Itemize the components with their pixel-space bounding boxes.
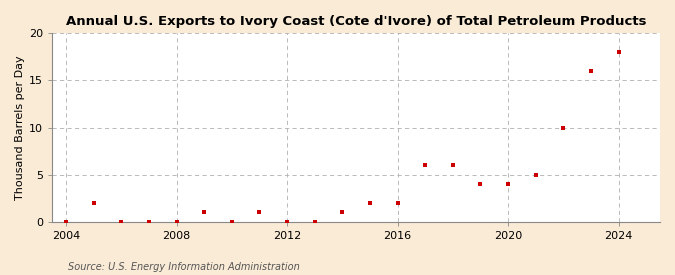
Point <box>448 163 458 167</box>
Title: Annual U.S. Exports to Ivory Coast (Cote d'Ivore) of Total Petroleum Products: Annual U.S. Exports to Ivory Coast (Cote… <box>66 15 647 28</box>
Point <box>116 219 127 224</box>
Point <box>503 182 514 186</box>
Point <box>337 210 348 214</box>
Point <box>61 219 72 224</box>
Point <box>309 219 320 224</box>
Point <box>613 50 624 54</box>
Point <box>392 201 403 205</box>
Point <box>171 219 182 224</box>
Point <box>585 69 596 73</box>
Point <box>420 163 431 167</box>
Point <box>88 201 99 205</box>
Point <box>475 182 486 186</box>
Point <box>558 125 569 130</box>
Point <box>199 210 210 214</box>
Point <box>144 219 155 224</box>
Point <box>531 172 541 177</box>
Point <box>281 219 292 224</box>
Text: Source: U.S. Energy Information Administration: Source: U.S. Energy Information Administ… <box>68 262 299 272</box>
Y-axis label: Thousand Barrels per Day: Thousand Barrels per Day <box>15 55 25 200</box>
Point <box>254 210 265 214</box>
Point <box>364 201 375 205</box>
Point <box>226 219 237 224</box>
